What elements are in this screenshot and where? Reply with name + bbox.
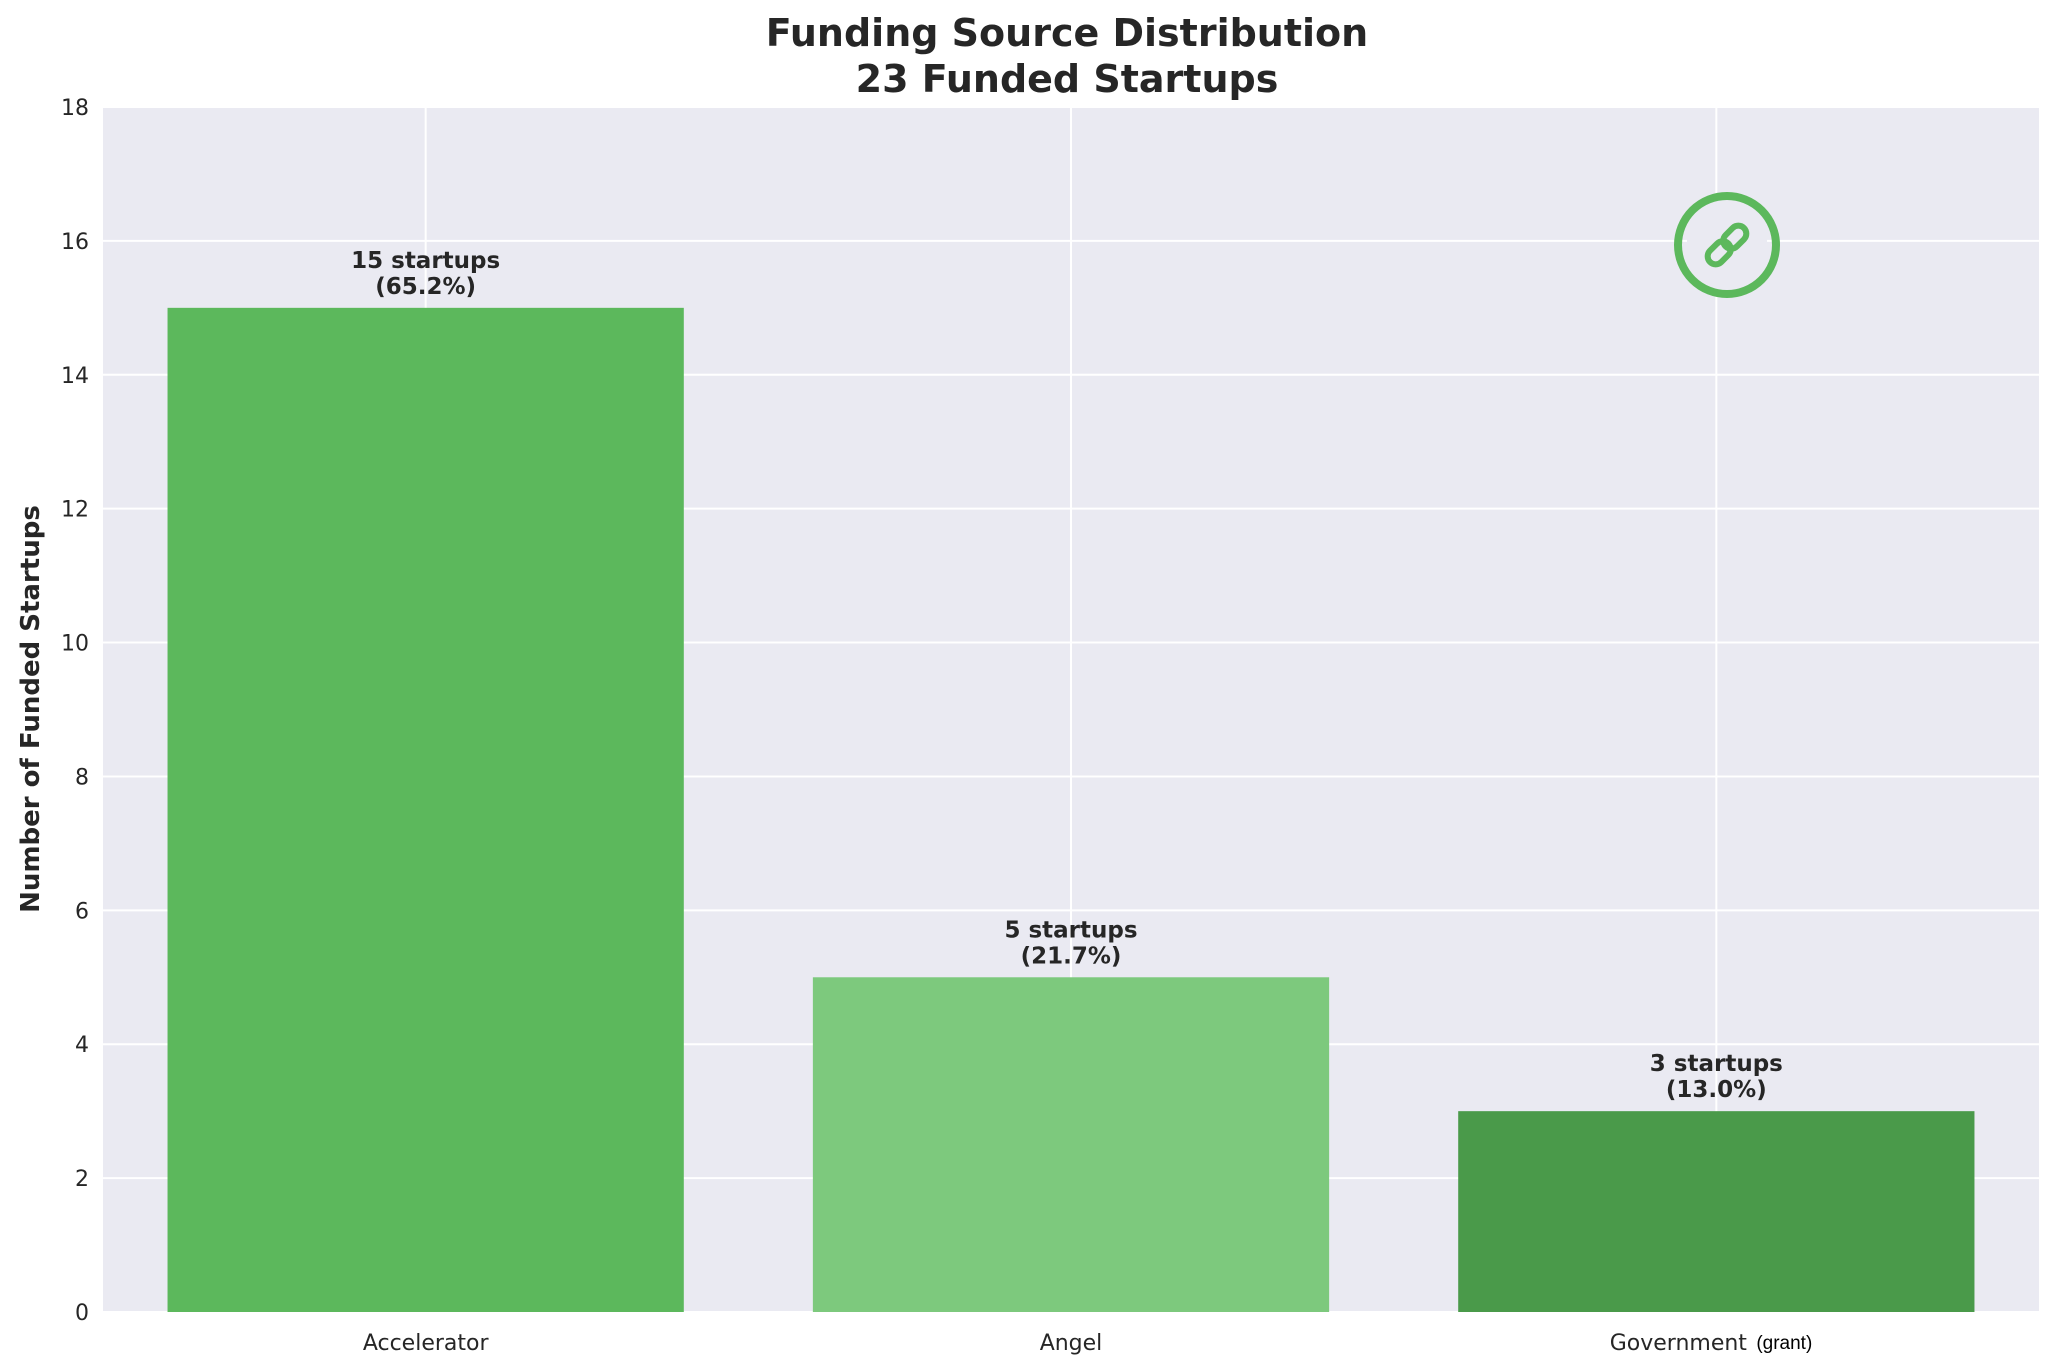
y-tick-label: 14	[61, 364, 89, 389]
y-tick-label: 16	[61, 230, 89, 255]
y-tick-label: 4	[75, 1033, 89, 1058]
y-tick-label: 8	[75, 765, 89, 790]
bar-data-label: 5 startups	[1004, 917, 1137, 943]
x-tick-label: Angel	[1040, 1331, 1103, 1356]
link-icon	[1674, 192, 1780, 298]
x-axis-ticks: Accelerator Angel Government (grant)	[363, 1331, 1812, 1356]
y-tick-label: 2	[75, 1167, 89, 1192]
x-tick-note: (grant)	[1756, 1333, 1812, 1354]
bar-data-label: 3 startups	[1650, 1051, 1783, 1077]
chart-title: Funding Source Distribution	[766, 11, 1368, 55]
y-axis-label: Number of Funded Startups	[16, 505, 46, 913]
y-tick-label: 0	[75, 1301, 89, 1326]
y-tick-label: 12	[61, 498, 89, 523]
bar-angel	[812, 977, 1330, 1312]
bar-data-label: (13.0%)	[1666, 1077, 1767, 1103]
bar-government	[1458, 1111, 1975, 1312]
x-tick-label: Government	[1610, 1331, 1748, 1356]
y-tick-label: 6	[75, 899, 89, 924]
x-tick-label: Accelerator	[363, 1331, 490, 1356]
bar-accelerator	[167, 307, 684, 1312]
bar-data-label: (65.2%)	[375, 274, 476, 300]
y-tick-label: 10	[61, 632, 89, 657]
y-tick-label: 18	[61, 96, 89, 121]
bar-data-label: 15 startups	[351, 248, 500, 274]
y-axis-ticks: 0 2 4 6 8 10 12 14 16 18	[61, 96, 89, 1326]
bars	[167, 307, 1975, 1312]
bar-data-label: (21.7%)	[1021, 943, 1122, 969]
bar-data-labels: 15 startups(65.2%) 5 startups(21.7%) 3 sta…	[351, 248, 1783, 1103]
chart-subtitle: 23 Funded Startups	[856, 57, 1279, 101]
